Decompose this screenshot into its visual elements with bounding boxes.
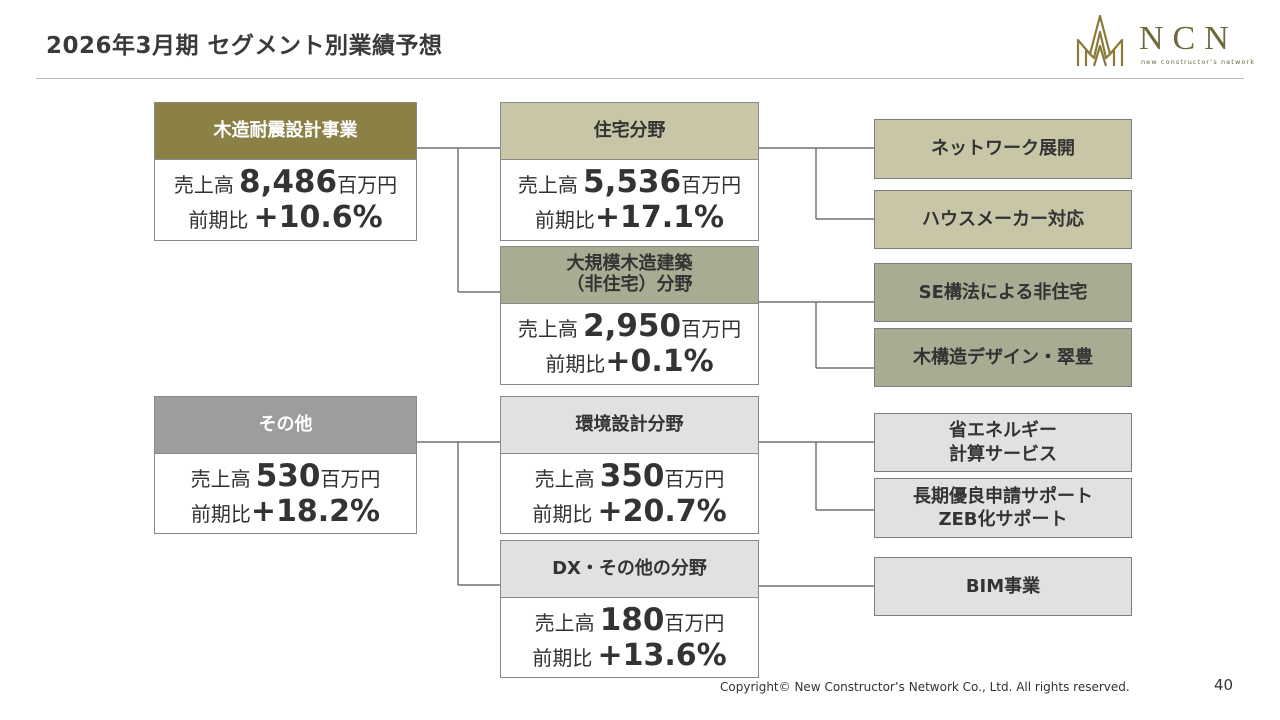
field-dx-box: DX・その他の分野 売上高 180百万円 前期比 +13.6% xyxy=(500,540,759,678)
leaf-longterm-line2: ZEB化サポート xyxy=(938,509,1068,530)
leaf-energy: 省エネルギー 計算サービス xyxy=(874,413,1132,472)
field-large-title: 大規模木造建築 （非住宅）分野 xyxy=(501,247,758,304)
field-dx-yoy: +13.6% xyxy=(597,638,727,673)
page-number: 40 xyxy=(1214,676,1234,694)
field-large-sales: 2,950 xyxy=(583,308,682,344)
field-large-box: 大規模木造建築 （非住宅）分野 売上高 2,950百万円 前期比+0.1% xyxy=(500,246,759,385)
leaf-wood-design: 木構造デザイン・翠豊 xyxy=(874,328,1132,387)
ncn-logo-mark-icon xyxy=(1076,14,1124,67)
leaf-longterm: 長期優良申請サポート ZEB化サポート xyxy=(874,478,1132,538)
unit-label: 百万円 xyxy=(664,467,725,491)
segment-other-sales: 530 xyxy=(255,458,321,494)
logo-text: NCN xyxy=(1139,20,1238,57)
field-env-box: 環境設計分野 売上高 350百万円 前期比 +20.7% xyxy=(500,396,759,534)
segment-other-yoy: +18.2% xyxy=(250,494,381,529)
field-housing-sales: 5,536 xyxy=(583,164,682,200)
leaf-energy-line2: 計算サービス xyxy=(949,443,1057,465)
unit-label: 百万円 xyxy=(320,467,381,491)
page-title: 2026年3月期 セグメント別業績予想 xyxy=(46,33,443,59)
leaf-energy-line1: 省エネルギー xyxy=(949,420,1057,442)
leaf-se: SE構法による非住宅 xyxy=(874,263,1132,322)
segment-wood-sales: 8,486 xyxy=(239,164,338,200)
unit-label: 百万円 xyxy=(664,611,725,635)
leaf-network: ネットワーク展開 xyxy=(874,119,1132,179)
field-env-title: 環境設計分野 xyxy=(501,397,758,454)
logo-subtext: new constructor’s network xyxy=(1141,58,1256,66)
sales-label: 売上高 xyxy=(190,467,251,491)
field-housing-yoy: +17.1% xyxy=(594,200,725,235)
leaf-housemaker: ハウスメーカー対応 xyxy=(874,190,1132,249)
leaf-bim: BIM事業 xyxy=(874,557,1132,616)
yoy-label: 前期比 xyxy=(532,502,593,526)
segment-wood-box: 木造耐震設計事業 売上高 8,486百万円 前期比 +10.6% xyxy=(154,102,417,241)
segment-wood-yoy: +10.6% xyxy=(253,200,383,235)
copyright-footer: Copyright© New Constructor’s Network Co.… xyxy=(720,680,1130,694)
segment-other-title: その他 xyxy=(155,397,416,454)
field-housing-box: 住宅分野 売上高 5,536百万円 前期比+17.1% xyxy=(500,102,759,241)
field-dx-title: DX・その他の分野 xyxy=(501,541,758,598)
field-dx-sales: 180 xyxy=(599,602,665,638)
unit-label: 百万円 xyxy=(337,173,398,197)
field-large-title-line1: 大規模木造建築 xyxy=(566,253,693,275)
field-large-title-line2: （非住宅）分野 xyxy=(566,274,693,295)
title-divider xyxy=(36,78,1244,79)
yoy-label: 前期比 xyxy=(190,502,251,526)
unit-label: 百万円 xyxy=(681,173,742,197)
field-env-sales: 350 xyxy=(599,458,665,494)
sales-label: 売上高 xyxy=(534,611,595,635)
yoy-label: 前期比 xyxy=(534,208,595,232)
sales-label: 売上高 xyxy=(517,173,578,197)
sales-label: 売上高 xyxy=(517,317,578,341)
field-env-yoy: +20.7% xyxy=(597,494,727,529)
field-large-yoy: +0.1% xyxy=(605,344,714,379)
yoy-label: 前期比 xyxy=(188,208,249,232)
segment-wood-title: 木造耐震設計事業 xyxy=(155,103,416,160)
yoy-label: 前期比 xyxy=(545,352,606,376)
leaf-longterm-line1: 長期優良申請サポート xyxy=(913,485,1093,507)
field-housing-title: 住宅分野 xyxy=(501,103,758,160)
unit-label: 百万円 xyxy=(681,317,742,341)
sales-label: 売上高 xyxy=(173,173,234,197)
segment-other-box: その他 売上高 530百万円 前期比+18.2% xyxy=(154,396,417,534)
sales-label: 売上高 xyxy=(534,467,595,491)
yoy-label: 前期比 xyxy=(532,646,593,670)
